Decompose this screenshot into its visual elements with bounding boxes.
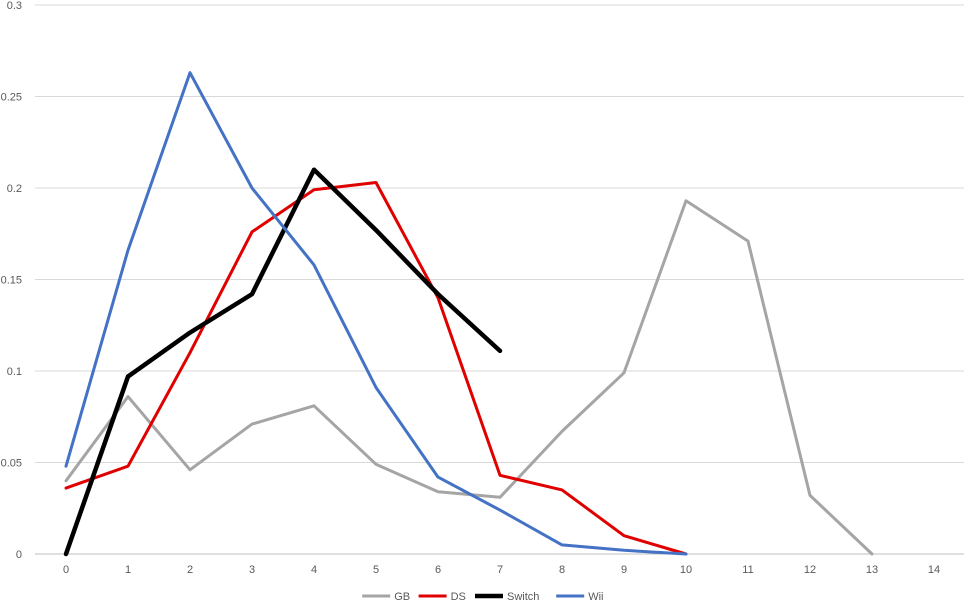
y-tick-label: 0.2: [7, 183, 22, 195]
series-line-ds: [64, 181, 688, 556]
x-tick-label: 6: [435, 564, 441, 576]
x-tick-label: 2: [187, 564, 193, 576]
series-line-switch: [63, 167, 503, 557]
legend-label: GB: [394, 591, 410, 603]
x-tick-label: 0: [63, 564, 69, 576]
legend-item-switch: Switch: [475, 591, 539, 603]
y-tick-label: 0.25: [1, 92, 22, 104]
legend-item-ds: DS: [418, 591, 466, 603]
x-tick-label: 1: [125, 564, 131, 576]
x-tick-label: 7: [497, 564, 503, 576]
series-layer: [63, 71, 874, 557]
x-tick-label: 5: [373, 564, 379, 576]
x-tick-label: 9: [621, 564, 627, 576]
legend-item-gb: GB: [362, 591, 410, 603]
y-tick-label: 0.05: [1, 458, 22, 470]
x-tick-label: 8: [559, 564, 565, 576]
x-axis-ticks: 0 1 2 3 4 5 6 7 8 9 10 11 12 13 14: [63, 564, 940, 576]
legend-item-wii: Wii: [556, 591, 603, 603]
y-tick-label: 0: [16, 549, 22, 561]
legend-label: Switch: [507, 591, 539, 603]
x-tick-label: 10: [680, 564, 692, 576]
grid: [35, 4, 964, 555]
x-tick-label: 11: [742, 564, 753, 576]
y-axis-ticks: 0 0.05 0.1 0.15 0.2 0.25 0.3: [1, 0, 22, 561]
x-tick-label: 12: [804, 564, 816, 576]
y-tick-label: 0.3: [7, 0, 22, 12]
series-line-wii: [64, 71, 688, 556]
legend-label: Wii: [588, 591, 603, 603]
x-tick-label: 14: [928, 564, 940, 576]
x-tick-label: 3: [249, 564, 255, 576]
series-line-gb: [64, 199, 874, 556]
legend: GB DS Switch Wii: [362, 591, 603, 603]
x-tick-label: 4: [311, 564, 317, 576]
legend-label: DS: [451, 591, 466, 603]
y-tick-label: 0.1: [7, 366, 22, 378]
y-tick-label: 0.15: [1, 275, 22, 287]
x-tick-label: 13: [866, 564, 878, 576]
